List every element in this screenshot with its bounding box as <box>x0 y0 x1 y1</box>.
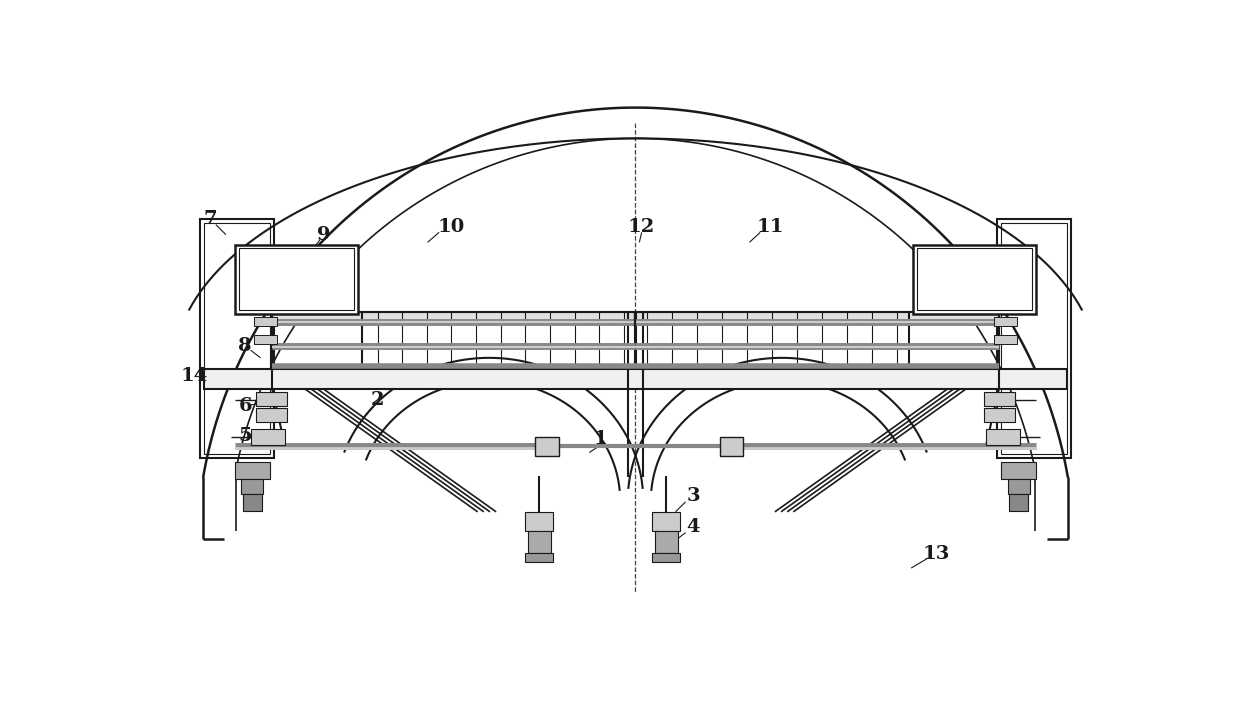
Bar <box>254 317 278 326</box>
Text: 3: 3 <box>687 487 701 505</box>
Bar <box>652 553 681 562</box>
Bar <box>985 408 1016 422</box>
Text: 6: 6 <box>238 397 252 415</box>
Bar <box>536 437 558 455</box>
Bar <box>913 245 1035 314</box>
Bar <box>1001 462 1035 479</box>
Bar <box>236 462 270 479</box>
Bar <box>239 249 355 310</box>
Text: 9: 9 <box>317 225 330 244</box>
Bar <box>243 494 262 511</box>
Bar <box>526 553 553 562</box>
Bar <box>916 249 1032 310</box>
Bar <box>655 531 678 553</box>
Text: 11: 11 <box>756 218 784 236</box>
Text: 14: 14 <box>181 367 208 384</box>
Bar <box>1001 223 1066 454</box>
Bar <box>526 512 553 531</box>
Bar <box>362 312 635 370</box>
Bar <box>201 219 274 458</box>
Bar <box>255 408 286 422</box>
Text: 1: 1 <box>594 429 608 448</box>
Text: 8: 8 <box>238 337 250 356</box>
Bar <box>205 370 1066 389</box>
Bar <box>652 512 681 531</box>
Text: 10: 10 <box>436 218 464 236</box>
Bar <box>635 312 909 370</box>
Bar <box>635 312 999 321</box>
Bar <box>997 219 1070 458</box>
Text: 13: 13 <box>923 545 950 563</box>
Bar <box>236 245 358 314</box>
Text: 7: 7 <box>203 210 217 228</box>
Bar <box>250 429 285 445</box>
Text: 12: 12 <box>627 218 655 236</box>
Text: 2: 2 <box>371 391 384 409</box>
Bar <box>254 334 278 344</box>
Bar <box>1009 494 1028 511</box>
Text: 4: 4 <box>687 518 701 536</box>
Bar <box>242 479 263 494</box>
Bar <box>986 429 1021 445</box>
Bar <box>528 531 551 553</box>
Bar <box>985 393 1016 406</box>
Bar <box>720 437 743 455</box>
Text: 5: 5 <box>238 427 252 446</box>
Bar <box>993 334 1017 344</box>
Bar <box>205 223 270 454</box>
Bar <box>1008 479 1029 494</box>
Bar <box>255 393 286 406</box>
Bar <box>272 312 635 321</box>
Bar <box>993 317 1017 326</box>
